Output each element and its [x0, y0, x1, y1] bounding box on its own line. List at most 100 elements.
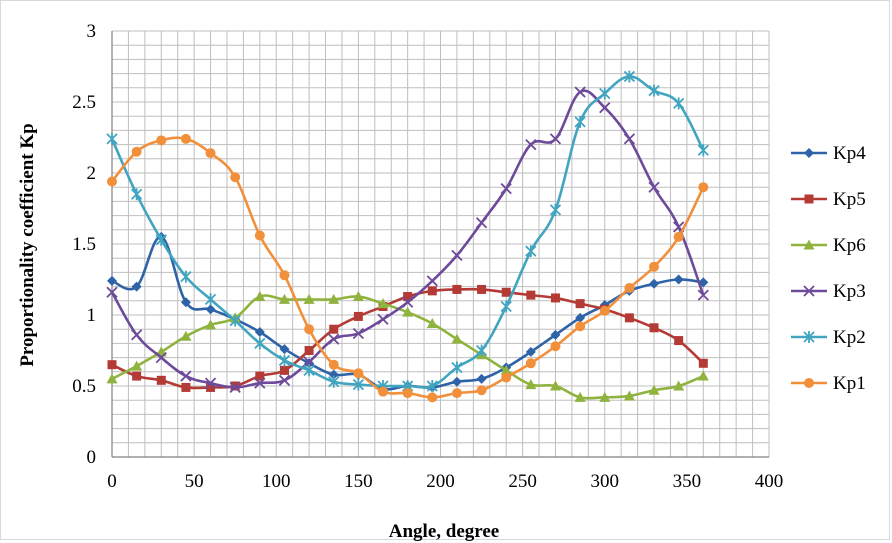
y-axis-title: Proportionality coefficient Kp	[17, 123, 38, 366]
data-point	[378, 314, 388, 324]
data-point	[157, 376, 166, 385]
data-point	[378, 387, 388, 397]
data-point	[304, 364, 314, 376]
data-point	[452, 377, 462, 387]
data-point	[452, 388, 462, 398]
legend: Kp4 Kp5 Kp6 Kp3 Kp2 Kp1	[791, 143, 866, 394]
data-point	[403, 388, 413, 398]
data-point	[625, 313, 634, 322]
legend-label: Kp3	[833, 281, 866, 302]
data-point	[132, 188, 142, 200]
data-point	[550, 204, 560, 216]
data-point	[649, 262, 659, 272]
data-point	[502, 288, 511, 297]
data-point	[477, 374, 487, 384]
y-tick-label: 2.5	[72, 92, 96, 113]
data-point	[329, 334, 339, 344]
data-point	[551, 293, 560, 302]
x-tick-label: 150	[344, 471, 373, 492]
data-point	[674, 336, 683, 345]
data-point	[329, 360, 339, 370]
data-point	[698, 182, 708, 192]
data-point	[107, 373, 118, 383]
data-point	[107, 177, 117, 187]
data-point	[132, 372, 141, 381]
data-point	[649, 279, 659, 289]
data-point	[674, 232, 684, 242]
legend-item-kp4: Kp4	[791, 143, 866, 164]
x-tick-label: 50	[185, 471, 204, 492]
data-point	[699, 359, 708, 368]
data-point	[230, 172, 240, 182]
legend-item-kp2: Kp2	[791, 327, 866, 348]
data-point	[427, 318, 438, 328]
data-point	[649, 85, 659, 97]
data-point	[279, 354, 289, 366]
data-point	[428, 286, 437, 295]
x-tick-label: 250	[508, 471, 537, 492]
data-point	[526, 245, 536, 257]
legend-marker	[804, 148, 814, 158]
data-point	[279, 270, 289, 280]
data-point	[329, 325, 338, 334]
legend-label: Kp1	[833, 373, 866, 394]
data-point	[181, 371, 191, 381]
data-point	[156, 135, 166, 145]
legend-marker	[805, 195, 814, 204]
grid	[112, 31, 769, 457]
y-tick-label: 3	[87, 21, 97, 42]
data-point	[477, 385, 487, 395]
data-point	[280, 366, 289, 375]
data-point	[304, 324, 314, 334]
data-point	[600, 306, 610, 316]
data-point	[501, 300, 511, 312]
data-point	[600, 87, 610, 99]
x-tick-label: 200	[426, 471, 455, 492]
data-point	[206, 148, 216, 158]
x-tick-label: 0	[107, 471, 117, 492]
data-point	[576, 299, 585, 308]
data-point	[354, 312, 363, 321]
data-point	[575, 116, 585, 128]
legend-item-kp3: Kp3	[791, 281, 866, 302]
data-point	[108, 360, 117, 369]
y-tick-label: 2	[87, 163, 97, 184]
data-point	[674, 97, 684, 109]
data-point	[180, 331, 191, 341]
y-tick-label: 0.5	[72, 376, 96, 397]
legend-label: Kp6	[833, 235, 866, 256]
data-point	[477, 218, 487, 228]
data-point	[575, 321, 585, 331]
data-point	[674, 275, 684, 285]
data-point	[353, 368, 363, 378]
data-point	[526, 291, 535, 300]
data-point	[550, 341, 560, 351]
data-point	[181, 383, 190, 392]
x-tick-label: 350	[673, 471, 702, 492]
x-tick-label: 300	[591, 471, 620, 492]
data-point	[131, 361, 142, 371]
data-point	[305, 346, 314, 355]
data-point	[477, 285, 486, 294]
x-axis-title: Angle, degree	[389, 521, 499, 542]
data-point	[107, 276, 117, 286]
legend-label: Kp5	[833, 189, 866, 210]
x-tick-label: 100	[262, 471, 291, 492]
x-tick-label: 400	[755, 471, 784, 492]
data-point	[501, 372, 511, 382]
data-point	[452, 362, 462, 374]
legend-item-kp1: Kp1	[791, 373, 866, 394]
axes: 0 50 100 150 200 250 300 350 40000.511.522.53	[72, 21, 783, 492]
data-point	[624, 134, 634, 144]
legend-label: Kp4	[833, 143, 866, 164]
data-point	[181, 134, 191, 144]
data-point	[698, 144, 708, 156]
data-point	[206, 293, 216, 305]
y-tick-label: 1.5	[72, 234, 96, 255]
data-point	[427, 392, 437, 402]
data-point	[132, 330, 142, 340]
data-point	[624, 283, 634, 293]
data-point	[255, 230, 265, 240]
